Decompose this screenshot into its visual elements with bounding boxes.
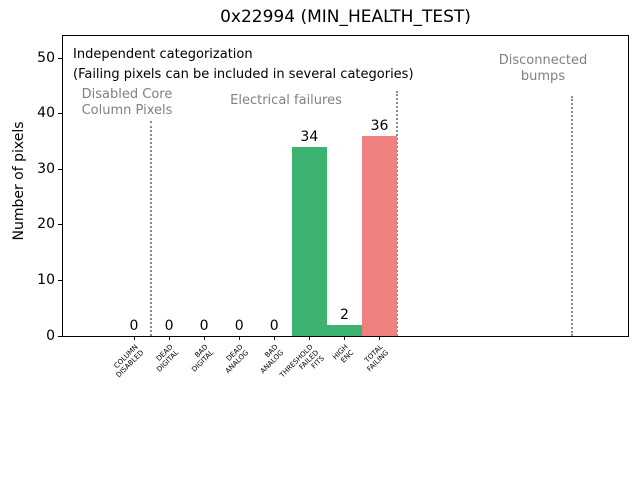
bar [291,147,327,336]
bar-value-label: 36 [370,118,389,134]
bar [361,136,398,336]
y-tick-label: 40 [37,105,55,122]
bar-value-label: 0 [164,318,174,334]
region-label-disabled-core-column-pixels: Disabled Core Column Pixels [81,87,173,118]
y-axis-tick [58,113,62,115]
bar [326,324,362,336]
y-axis-tick [58,168,62,170]
x-axis-tick [343,336,345,340]
y-tick-label: 0 [46,327,55,344]
x-axis-tick [378,336,380,340]
y-axis-tick [58,57,62,59]
region-separator-disconnected-right [571,96,573,336]
x-axis-tick [133,336,135,340]
x-axis-tick [168,336,170,340]
annotation-independent-categorization: Independent categorization [73,47,253,62]
plot-area: Independent categorization (Failing pixe… [37,35,629,379]
bar-value-label: 0 [129,318,139,334]
y-axis-tick [58,224,62,226]
x-axis-tick [273,336,275,340]
bar-value-label: 2 [339,306,349,323]
y-axis-tick [58,279,62,281]
x-axis-tick [203,336,205,340]
y-tick-label: 50 [37,49,55,66]
x-axis-tick [238,336,240,340]
annotation-failing-note: (Failing pixels can be included in sever… [73,67,414,82]
y-tick-label: 20 [37,216,55,233]
region-label-electrical-failures: Electrical failures [230,93,342,108]
bar-value-label: 0 [269,318,279,334]
region-separator-disabled-electrical [150,121,152,336]
y-axis-label: Number of pixels [11,121,27,241]
x-axis-tick [308,336,310,340]
bar-value-label: 0 [234,318,244,334]
y-tick-label: 30 [37,160,55,177]
region-label-disconnected-bumps: Disconnected bumps [498,53,588,84]
chart-title: 0x22994 (MIN_HEALTH_TEST) [220,7,471,27]
y-tick-label: 10 [37,271,55,288]
y-axis-tick [58,335,62,337]
bar-value-label: 0 [199,318,209,334]
bar-value-label: 34 [300,129,319,146]
